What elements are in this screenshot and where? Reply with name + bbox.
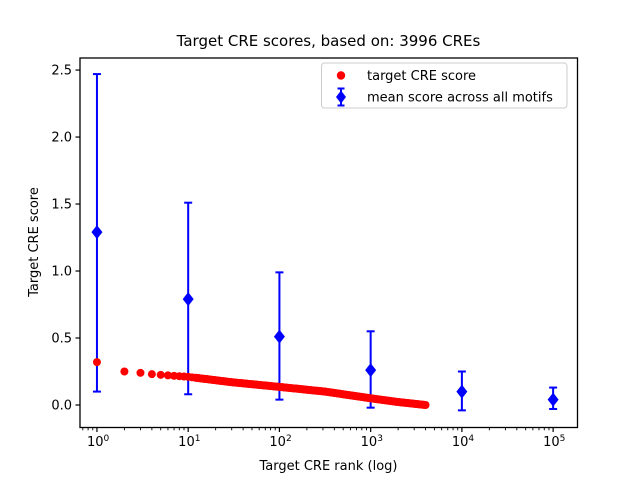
legend-marker-diamond-errorbar-icon — [336, 87, 346, 107]
errorbar-point — [91, 73, 103, 393]
scatter-point — [156, 370, 165, 379]
diamond-marker — [365, 363, 377, 378]
legend: target CRE score mean score across all m… — [321, 62, 568, 109]
legend-label-target-cre-score: target CRE score — [367, 69, 476, 84]
diamond-marker — [273, 329, 285, 344]
plot-area — [79, 57, 579, 429]
diamond-marker — [91, 225, 103, 240]
errorbar-point — [273, 271, 285, 401]
y-tick-label: 2.5 — [51, 64, 72, 79]
y-tick-label: 1.0 — [51, 265, 72, 280]
scatter-point — [92, 358, 101, 367]
legend-marker-circle-icon — [336, 71, 346, 80]
diamond-marker — [182, 292, 194, 307]
legend-label-mean-score: mean score across all motifs — [367, 91, 553, 106]
scatter-point — [163, 371, 172, 380]
y-axis-label: Target CRE score — [27, 187, 42, 298]
scatter-point — [421, 400, 430, 409]
scatter-point — [120, 367, 129, 376]
errorbar-point — [456, 370, 468, 412]
errorbar-point — [547, 386, 559, 411]
y-tick-label: 0.0 — [51, 398, 72, 413]
y-tick-label: 0.5 — [51, 332, 72, 347]
chart-title: Target CRE scores, based on: 3996 CREs — [176, 32, 481, 50]
y-tick-label: 2.0 — [51, 131, 72, 146]
diamond-marker — [456, 384, 468, 399]
scatter-point — [136, 368, 145, 377]
y-tick-label: 1.5 — [51, 198, 72, 213]
x-axis-label: Target CRE rank (log) — [259, 459, 398, 474]
errorbar-point — [182, 201, 194, 396]
legend-box — [321, 62, 568, 109]
scatter-point — [147, 370, 156, 379]
y-axis-ticks: 0.0 0.5 1.0 1.5 2.0 2.5 — [51, 64, 80, 413]
diamond-marker — [547, 392, 559, 407]
series-target-cre-score — [92, 358, 430, 409]
